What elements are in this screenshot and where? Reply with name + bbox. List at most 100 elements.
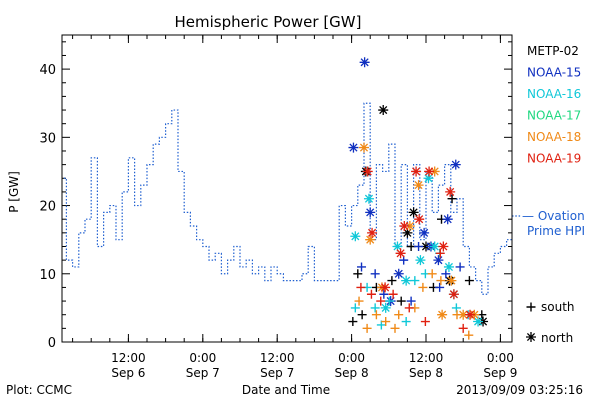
north-point-marker [419, 227, 430, 238]
north-point-marker [424, 166, 435, 177]
south-point-marker [458, 323, 468, 333]
legend-south-label: south [541, 300, 575, 314]
x-tick-label-time: 0:00 [487, 351, 514, 365]
north-point-marker [473, 316, 484, 327]
north-point-marker [367, 227, 378, 238]
north-point-marker [423, 173, 434, 184]
north-point-marker [408, 207, 419, 218]
south-point-marker [384, 296, 394, 306]
south-point-marker [447, 194, 457, 204]
south-point-marker [381, 317, 391, 327]
legend-entry: NOAA-18 [527, 130, 581, 144]
north-point-marker [365, 234, 376, 245]
south-point-marker [354, 296, 364, 306]
south-point-marker [427, 269, 437, 279]
x-tick-label-date: Sep 8 [335, 366, 369, 380]
south-point-marker [348, 317, 358, 327]
legend-entry: METP-02 [527, 44, 579, 58]
legend-entry: NOAA-17 [527, 109, 581, 123]
legend-ovation-name-2: Prime HPI [527, 224, 585, 238]
north-point-marker [363, 193, 374, 204]
south-point-marker [414, 241, 424, 251]
y-tick-label: 20 [39, 200, 56, 215]
north-point-marker [378, 105, 389, 116]
x-tick-label-time: 0:00 [338, 351, 365, 365]
north-point-marker [445, 186, 456, 197]
north-point-marker [401, 275, 412, 286]
y-tick-label: 0 [48, 336, 56, 351]
series-noaa-16 [350, 173, 484, 330]
north-point-marker [392, 241, 403, 252]
south-point-marker [376, 296, 386, 306]
legend-north-marker [526, 332, 536, 342]
x-tick-label-date: Sep 7 [186, 366, 220, 380]
legend-north-label: north [541, 331, 573, 345]
north-point-marker [350, 231, 361, 242]
north-point-marker [442, 214, 453, 225]
south-point-marker [406, 296, 416, 306]
legend-ovation-name: — Ovation [522, 209, 585, 223]
south-point-marker [366, 289, 376, 299]
south-point-marker [357, 262, 367, 272]
y-tick-label: 10 [39, 268, 56, 283]
south-point-marker [394, 310, 404, 320]
north-point-marker [411, 166, 422, 177]
south-point-marker [353, 269, 363, 279]
north-point-marker [359, 142, 369, 153]
north-point-marker [399, 221, 410, 232]
footer-timestamp: 2013/09/09 03:25:16 [456, 383, 583, 397]
south-point-marker [350, 303, 360, 313]
x-tick-label-time: 0:00 [189, 351, 216, 365]
x-axis-label: Date and Time [242, 383, 330, 397]
north-point-marker [448, 289, 459, 300]
north-point-marker [359, 57, 370, 68]
plot-frame [61, 34, 513, 343]
legend-entry: NOAA-16 [527, 87, 581, 101]
north-point-marker [365, 207, 376, 218]
north-point-marker [438, 241, 449, 252]
north-point-marker [433, 255, 444, 266]
north-point-marker [443, 261, 454, 272]
south-point-marker [436, 276, 446, 286]
north-point-marker [413, 180, 424, 191]
south-point-marker [379, 289, 389, 299]
north-point-marker [393, 268, 404, 279]
y-tick-label: 30 [39, 131, 56, 146]
north-point-marker [450, 159, 461, 170]
south-point-marker [464, 330, 474, 340]
south-point-marker [362, 323, 372, 333]
south-point-marker [387, 276, 397, 286]
ovation-hpi-line [64, 102, 512, 295]
south-point-marker [371, 310, 381, 320]
north-point-marker [414, 214, 425, 225]
south-point-marker [464, 276, 474, 286]
legend-entry: NOAA-15 [527, 66, 581, 80]
x-tick-label-time: 12:00 [260, 351, 295, 365]
south-point-marker [455, 262, 465, 272]
south-point-marker [410, 276, 420, 286]
x-tick-label-time: 12:00 [111, 351, 146, 365]
south-point-marker [435, 282, 445, 292]
north-point-marker [362, 166, 373, 177]
north-point-marker [380, 302, 391, 313]
y-axis-label: P [GW] [7, 171, 21, 213]
north-point-marker [458, 309, 469, 320]
x-tick-label-date: Sep 8 [409, 366, 443, 380]
north-point-marker [429, 241, 440, 252]
legend-entry: NOAA-19 [527, 152, 581, 166]
south-point-marker [418, 282, 428, 292]
series-metp-02 [348, 105, 489, 327]
north-point-marker [380, 282, 391, 293]
north-point-marker [348, 142, 359, 153]
south-point-marker [420, 317, 430, 327]
y-tick-label: 40 [39, 63, 56, 78]
south-point-marker [401, 317, 411, 327]
south-point-marker [388, 289, 398, 299]
north-point-marker [465, 309, 476, 320]
south-point-marker [357, 310, 367, 320]
north-point-marker [402, 227, 413, 238]
north-point-marker [395, 248, 406, 259]
south-point-marker [396, 296, 406, 306]
series-noaa-19 [356, 166, 476, 333]
